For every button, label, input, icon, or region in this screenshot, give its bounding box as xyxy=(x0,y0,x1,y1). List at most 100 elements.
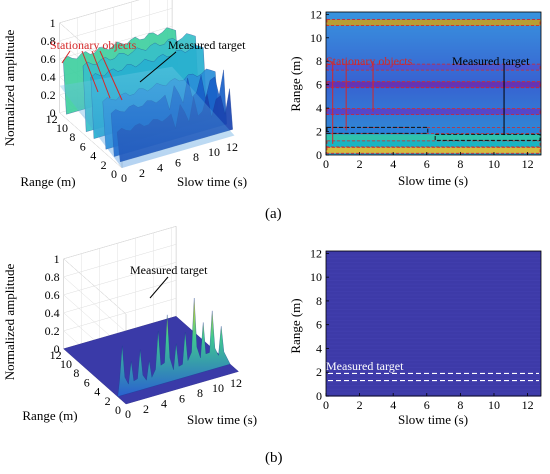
heatmap-texture-20 xyxy=(326,323,541,325)
heatmap-texture-39 xyxy=(326,254,541,256)
heatmap-band-6 xyxy=(326,64,541,71)
ytick-label-12: 12 xyxy=(310,7,322,21)
surface-a-annotation-target: Measured target xyxy=(168,38,246,52)
surface-a-arrow-stationary-3 xyxy=(91,50,111,99)
heatmap-texture-35 xyxy=(326,269,541,271)
surface-floor xyxy=(59,66,235,168)
heatmap-texture-19 xyxy=(326,327,541,329)
xtick-label-10: 10 xyxy=(212,381,224,395)
xtick-label-2: 2 xyxy=(357,398,363,412)
ytick-label-8: 8 xyxy=(73,366,79,380)
heatmap-b-ylabel: Range (m) xyxy=(288,298,303,353)
ztick-label-0.4: 0.4 xyxy=(45,306,60,320)
heatmap-texture-12 xyxy=(326,352,541,354)
surface-a-zlabel: Normalized amplitude xyxy=(2,29,17,146)
ytick-label-2: 2 xyxy=(101,158,107,172)
xtick-label-6: 6 xyxy=(175,155,181,169)
heatmap-texture-2 xyxy=(326,388,541,390)
heatmap-texture-0 xyxy=(326,396,541,397)
heatmap-stationary-box-0 xyxy=(326,146,541,154)
heatmap-stationary-box-5 xyxy=(326,63,541,71)
heatmap-texture-1 xyxy=(326,392,541,394)
ztick-label-0: 0 xyxy=(50,106,56,120)
heatmap-band-7 xyxy=(326,19,541,26)
xtick-label-4: 4 xyxy=(390,157,396,171)
ytick-label-6: 6 xyxy=(316,78,322,92)
heatmap-stationary-box-1 xyxy=(326,140,541,148)
heatmap-texture-10 xyxy=(326,359,541,361)
surface-a-body xyxy=(59,27,235,168)
heatmap-a-annotation-stationary: Stationary objects xyxy=(326,54,413,68)
ytick-label-10: 10 xyxy=(56,121,68,135)
heatmap-texture-26 xyxy=(326,301,541,303)
heatmap-b-annotation-target: Measured target xyxy=(326,359,404,373)
xtick-label-2: 2 xyxy=(139,166,145,180)
panel-label-b: (b) xyxy=(265,450,283,466)
heatmap-texture-27 xyxy=(326,298,541,300)
ytick-label-4: 4 xyxy=(94,385,100,399)
heatmap-texture-4 xyxy=(326,381,541,383)
heatmap-b-ticks: 0 2 4 6 8 10 12 0 2 4 6 8 10 12 xyxy=(310,246,534,412)
heatmap-a-annotation-target: Measured target xyxy=(452,54,530,68)
xtick-label-10: 10 xyxy=(488,157,500,171)
xtick-label-2: 2 xyxy=(143,402,149,416)
ytick-label-0: 0 xyxy=(316,148,322,162)
xtick-label-12: 12 xyxy=(226,140,238,154)
surface-a-arrow-stationary-4 xyxy=(99,50,123,101)
surface-a-arrow-stationary-1 xyxy=(61,50,71,64)
heatmap-texture-37 xyxy=(326,261,541,263)
surface-b-body xyxy=(63,298,239,405)
ztick-label-0.2: 0.2 xyxy=(45,324,60,338)
xtick-label-8: 8 xyxy=(457,398,463,412)
heatmap-band-3 xyxy=(326,127,541,134)
xtick-label-6: 6 xyxy=(424,157,430,171)
ytick-label-2: 2 xyxy=(316,125,322,139)
heatmap-texture-28 xyxy=(326,294,541,296)
ztick-label-0.6: 0.6 xyxy=(41,52,56,66)
heatmap-texture-15 xyxy=(326,341,541,343)
heatmap-texture-32 xyxy=(326,280,541,281)
xtick-label-10: 10 xyxy=(488,398,500,412)
heatmap-texture-16 xyxy=(326,338,541,339)
ytick-label-12: 12 xyxy=(46,112,58,126)
heatmap-frame xyxy=(325,11,542,156)
ytick-label-12: 12 xyxy=(310,246,322,260)
xtick-label-6: 6 xyxy=(179,391,185,405)
heatmap-texture-30 xyxy=(326,287,541,289)
heatmap-b: 0 2 4 6 8 10 12 0 2 4 6 8 10 12 Slow time (s) Range (… xyxy=(288,246,542,427)
heatmap-texture-13 xyxy=(326,348,541,350)
surface-b-ylabel: Range (m) xyxy=(22,408,77,423)
target-peaks xyxy=(117,298,231,397)
ytick-label-2: 2 xyxy=(316,365,322,379)
surface-a-arrows xyxy=(61,50,177,101)
xtick-label-10: 10 xyxy=(208,145,220,159)
surface-a-arrow-target xyxy=(139,51,177,83)
xtick-label-8: 8 xyxy=(193,150,199,164)
xtick-label-2: 2 xyxy=(357,157,363,171)
xtick-label-4: 4 xyxy=(161,397,167,411)
ytick-label-8: 8 xyxy=(69,130,75,144)
xtick-label-0: 0 xyxy=(121,171,127,185)
surface-a-xlabel: Slow time (s) xyxy=(177,174,247,189)
heatmap-a-body xyxy=(325,11,542,156)
heatmap-texture-14 xyxy=(326,345,541,347)
heatmap-band-1 xyxy=(326,140,541,147)
ytick-label-0: 0 xyxy=(316,389,322,403)
ztick-label-0.4: 0.4 xyxy=(41,70,56,84)
heatmap-band-2 xyxy=(326,134,541,141)
xtick-label-12: 12 xyxy=(522,398,534,412)
surface-b-annotation-target: Measured target xyxy=(130,263,208,277)
heatmap-b-xlabel: Slow time (s) xyxy=(398,412,468,427)
heatmap-stationary-box-6 xyxy=(326,19,541,26)
heatmap-a: 0 2 4 6 8 10 12 0 2 4 6 8 10 12 Slow time (s) Range (… xyxy=(288,7,542,188)
xtick-label-0: 0 xyxy=(323,398,329,412)
xtick-label-8: 8 xyxy=(457,157,463,171)
heatmap-band-5 xyxy=(326,81,541,88)
heatmap-texture-22 xyxy=(326,316,541,318)
xtick-label-6: 6 xyxy=(424,398,430,412)
ytick-label-2: 2 xyxy=(105,394,111,408)
